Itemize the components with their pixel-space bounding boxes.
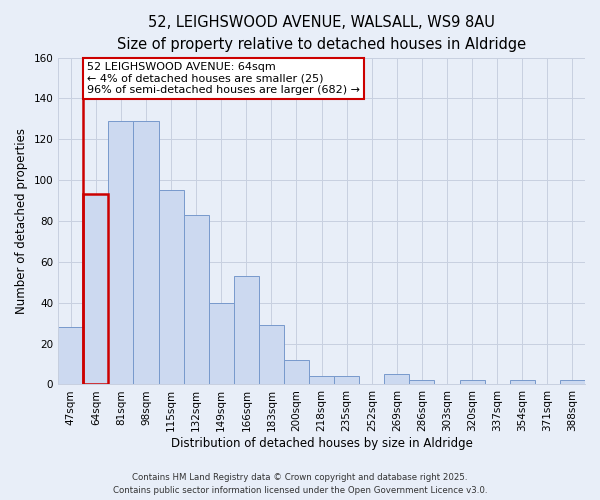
Bar (234, 276, 259, 384)
Bar (334, 376, 359, 384)
Bar (83, 194, 109, 384)
Bar (284, 360, 309, 384)
Title: 52, LEIGHSWOOD AVENUE, WALSALL, WS9 8AU
Size of property relative to detached ho: 52, LEIGHSWOOD AVENUE, WALSALL, WS9 8AU … (117, 15, 526, 52)
Bar (83, 194, 109, 384)
Bar (510, 380, 535, 384)
Bar (409, 380, 434, 384)
Bar (259, 325, 284, 384)
X-axis label: Distribution of detached houses by size in Aldridge: Distribution of detached houses by size … (170, 437, 473, 450)
Bar (133, 121, 158, 384)
Bar (109, 121, 133, 384)
Bar (158, 190, 184, 384)
Bar (58, 327, 83, 384)
Bar (560, 380, 585, 384)
Bar (209, 302, 234, 384)
Bar (184, 215, 209, 384)
Bar (309, 376, 334, 384)
Bar (460, 380, 485, 384)
Text: Contains HM Land Registry data © Crown copyright and database right 2025.
Contai: Contains HM Land Registry data © Crown c… (113, 474, 487, 495)
Text: 52 LEIGHSWOOD AVENUE: 64sqm
← 4% of detached houses are smaller (25)
96% of semi: 52 LEIGHSWOOD AVENUE: 64sqm ← 4% of deta… (87, 62, 360, 95)
Y-axis label: Number of detached properties: Number of detached properties (15, 128, 28, 314)
Bar (385, 374, 409, 384)
